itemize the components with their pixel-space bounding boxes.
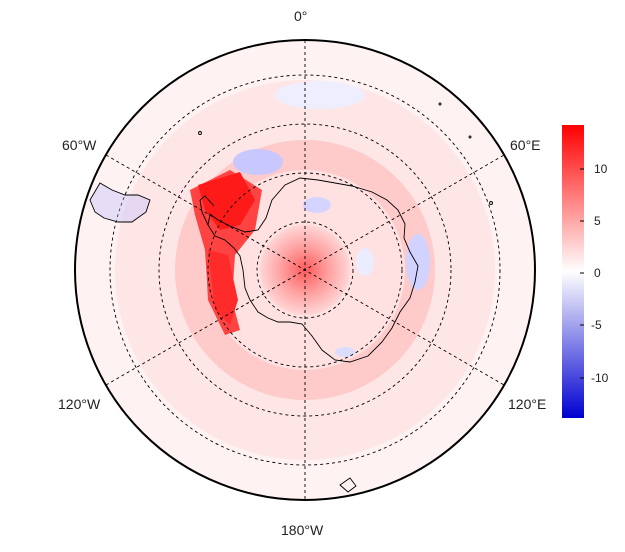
coastlines [89,102,493,493]
label-60e: 60°E [510,137,541,153]
colorbar-tick-neg5: -5 [591,318,602,332]
label-120e: 120°E [508,396,547,412]
label-120w: 120°W [58,396,101,412]
label-180w: 180°W [281,522,324,538]
colorbar [562,125,584,418]
label-0deg: 0° [294,8,308,24]
colorbar-tick-0: 0 [594,266,601,280]
map-boundary [74,39,536,501]
colorbar-tick-10: 10 [594,162,608,176]
colorbar-tick-5: 5 [594,214,601,228]
colorbar-ticks [580,168,584,379]
graticule [105,40,505,500]
label-60w: 60°W [62,137,97,153]
colorbar-tick-neg10: -10 [591,371,609,385]
